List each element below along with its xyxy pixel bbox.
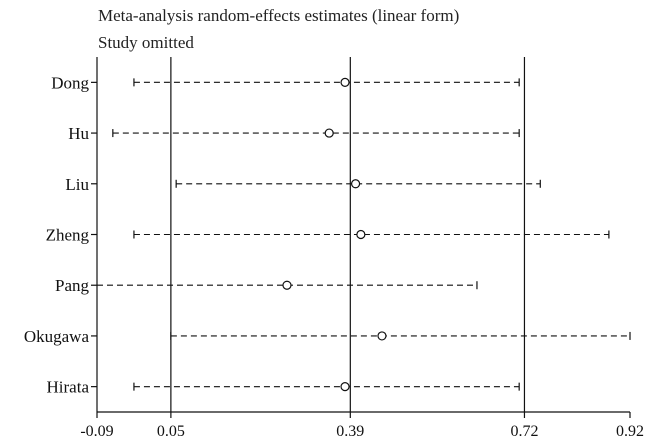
point-estimate	[377, 331, 387, 341]
study-label: Okugawa	[24, 327, 90, 346]
point-estimate	[350, 179, 361, 189]
x-tick-label: 0.39	[336, 423, 364, 440]
study-label: Liu	[65, 175, 89, 194]
study-label: Dong	[51, 73, 89, 92]
point-estimate	[356, 229, 366, 240]
study-label: Zheng	[46, 226, 90, 245]
study-label: Hirata	[47, 378, 90, 397]
x-tick-label: 0.72	[510, 423, 538, 440]
x-tick-label: -0.09	[80, 423, 113, 440]
point-estimate	[340, 77, 350, 87]
study-label: Hu	[68, 124, 89, 143]
point-estimate	[282, 280, 292, 290]
chart-title: Meta-analysis random-effects estimates (…	[98, 6, 460, 25]
x-tick-label: 0.92	[616, 423, 644, 440]
x-tick-label: 0.05	[157, 423, 185, 440]
study-label: Pang	[55, 276, 90, 295]
point-estimate	[340, 382, 350, 392]
chart-subtitle: Study omitted	[98, 33, 194, 52]
point-estimate	[324, 128, 334, 138]
